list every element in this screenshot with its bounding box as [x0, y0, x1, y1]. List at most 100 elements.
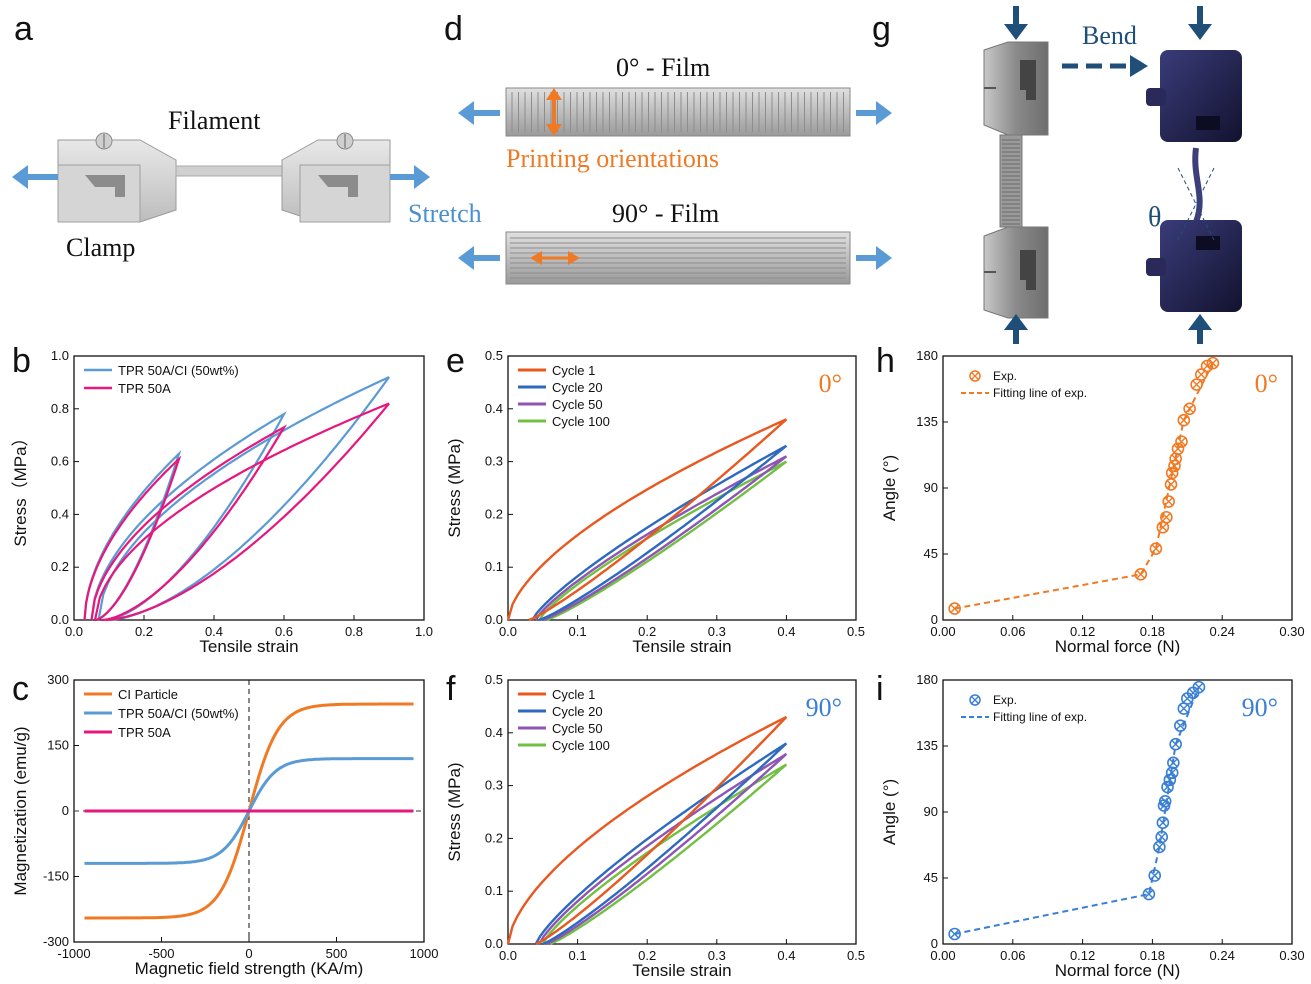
x-tick-label: 0.06 — [1000, 624, 1025, 639]
data-point-circle — [1194, 368, 1208, 381]
data-point — [1158, 794, 1172, 808]
x-axis-label: Tensile strain — [632, 637, 731, 656]
x-tick-label: 0.00 — [930, 624, 955, 639]
panel-letter-e: e — [446, 342, 465, 380]
y-tick-label: 0.5 — [485, 672, 503, 687]
left-clamp-icon — [57, 132, 177, 223]
data-point-circle — [1171, 442, 1185, 456]
data-point-cross — [1160, 796, 1170, 806]
film-stretch-arrows-icon — [458, 101, 892, 270]
data-point-circle — [1158, 794, 1172, 808]
legend-marker-cross — [970, 695, 980, 705]
series-line-tpr-50a — [93, 402, 390, 622]
data-point-cross — [1144, 889, 1154, 899]
data-point-cross — [1163, 782, 1173, 792]
legend-marker-cross — [970, 371, 980, 381]
data-point-circle — [948, 602, 961, 615]
stretch-arrow-right-icon — [390, 165, 430, 189]
data-point-cross — [1175, 721, 1185, 731]
data-point-circle — [1183, 402, 1196, 416]
y-tick-label: -300 — [43, 934, 69, 949]
x-axis-label: Normal force (N) — [1055, 637, 1181, 656]
x-tick-label: 0.5 — [847, 624, 865, 639]
bend-label: Bend — [1082, 21, 1137, 50]
data-point — [948, 602, 961, 615]
y-tick-label: 0.4 — [485, 401, 503, 416]
fitting-line — [954, 362, 1214, 610]
x-tick-label: 0.12 — [1070, 948, 1095, 963]
data-point — [1200, 359, 1214, 373]
data-point — [1206, 356, 1220, 370]
y-tick-label: 0.1 — [485, 559, 503, 574]
data-point-circle — [1200, 359, 1214, 373]
legend-label: Cycle 50 — [552, 721, 603, 736]
plot-frame — [507, 679, 857, 945]
data-point-cross — [1194, 682, 1204, 692]
x-tick-label: 500 — [326, 946, 348, 961]
data-point — [1167, 756, 1180, 770]
x-tick-label: 0.4 — [205, 624, 223, 639]
data-point-cross — [1158, 818, 1168, 828]
data-point-circle — [1206, 356, 1220, 370]
press-arrows-icon — [1004, 6, 1212, 344]
y-tick-label: 0.8 — [51, 401, 69, 416]
y-tick-label: 0.4 — [51, 506, 69, 521]
x-tick-label: 0.18 — [1140, 948, 1165, 963]
data-point-cross — [1164, 497, 1174, 507]
filament-bar — [175, 165, 285, 177]
data-point-circle — [1177, 413, 1191, 427]
x-tick-label: 0.0 — [499, 948, 517, 963]
orientation-arrow-horizontal-icon — [530, 251, 580, 265]
x-tick-label: 0.00 — [930, 948, 955, 963]
data-point-cross — [1168, 758, 1178, 768]
legend-label: Fitting line of exp. — [993, 710, 1087, 724]
y-tick-label: 0 — [62, 803, 69, 818]
series-line-cycle-100 — [541, 763, 788, 946]
data-point — [1148, 869, 1162, 882]
panel-letter-a: a — [14, 10, 33, 48]
data-point-cross — [1154, 842, 1164, 852]
data-point-circle — [1142, 887, 1156, 901]
x-tick-label: 0.2 — [638, 624, 656, 639]
data-point — [1155, 830, 1169, 844]
legend-label: Cycle 50 — [552, 397, 603, 412]
x-tick-label: 0.18 — [1140, 624, 1165, 639]
data-point-cross — [1158, 522, 1168, 532]
data-point — [1174, 719, 1187, 732]
x-tick-label: -1000 — [57, 946, 90, 961]
panel-g-schematic: g Bend θ — [872, 6, 1242, 344]
x-tick-label: 0 — [245, 946, 252, 961]
series-line-tpr-50a — [90, 424, 288, 622]
data-point-cross — [1202, 361, 1212, 371]
data-point-cross — [1196, 370, 1206, 380]
legend-label: Cycle 20 — [552, 380, 603, 395]
x-axis-label: Magnetic field strength (KA/m) — [135, 959, 364, 978]
y-tick-label: 0.2 — [51, 559, 69, 574]
y-tick-label: 0.3 — [485, 454, 503, 469]
x-tick-label: 0.0 — [499, 624, 517, 639]
bend-arrow-icon — [1062, 55, 1148, 77]
data-point-cross — [1161, 512, 1171, 522]
data-point-cross — [1208, 358, 1218, 368]
data-point-cross — [1151, 544, 1161, 554]
legend-label: TPR 50A/CI (50wt%) — [118, 363, 239, 378]
y-tick-label: 0.1 — [485, 883, 503, 898]
legend-label: Cycle 100 — [552, 414, 610, 429]
legend-label: CI Particle — [118, 687, 178, 702]
x-tick-label: 0.4 — [777, 624, 795, 639]
x-tick-label: 0.1 — [569, 624, 587, 639]
x-tick-label: 0.4 — [777, 948, 795, 963]
plot-frame — [73, 355, 425, 621]
stretch-label: Stretch — [408, 199, 482, 228]
y-tick-label: 0.6 — [51, 454, 69, 469]
data-point-circle — [1160, 510, 1173, 524]
y-tick-label: 0.0 — [51, 612, 69, 627]
chart-panel-h: 0.00 0.06 0.12 0.18 0.24 0.30 0 45 90 135 180 Norma… — [876, 342, 1305, 656]
panel-letter-b: b — [12, 342, 31, 380]
y-tick-label: 150 — [47, 738, 69, 753]
chart-panel-b: 0.0 0.2 0.4 0.6 0.8 1.0 0.0 0.2 0.4 0.6 0.8 1.0 Tens… — [11, 342, 433, 656]
chart-panel-f: 0.0 0.1 0.2 0.3 0.4 0.5 0.0 0.1 0.2 0.3 0.4 0.5 Tens… — [445, 670, 865, 980]
panel-letter-g: g — [872, 10, 891, 48]
y-tick-label: 180 — [916, 672, 938, 687]
data-point-cross — [1185, 404, 1195, 414]
